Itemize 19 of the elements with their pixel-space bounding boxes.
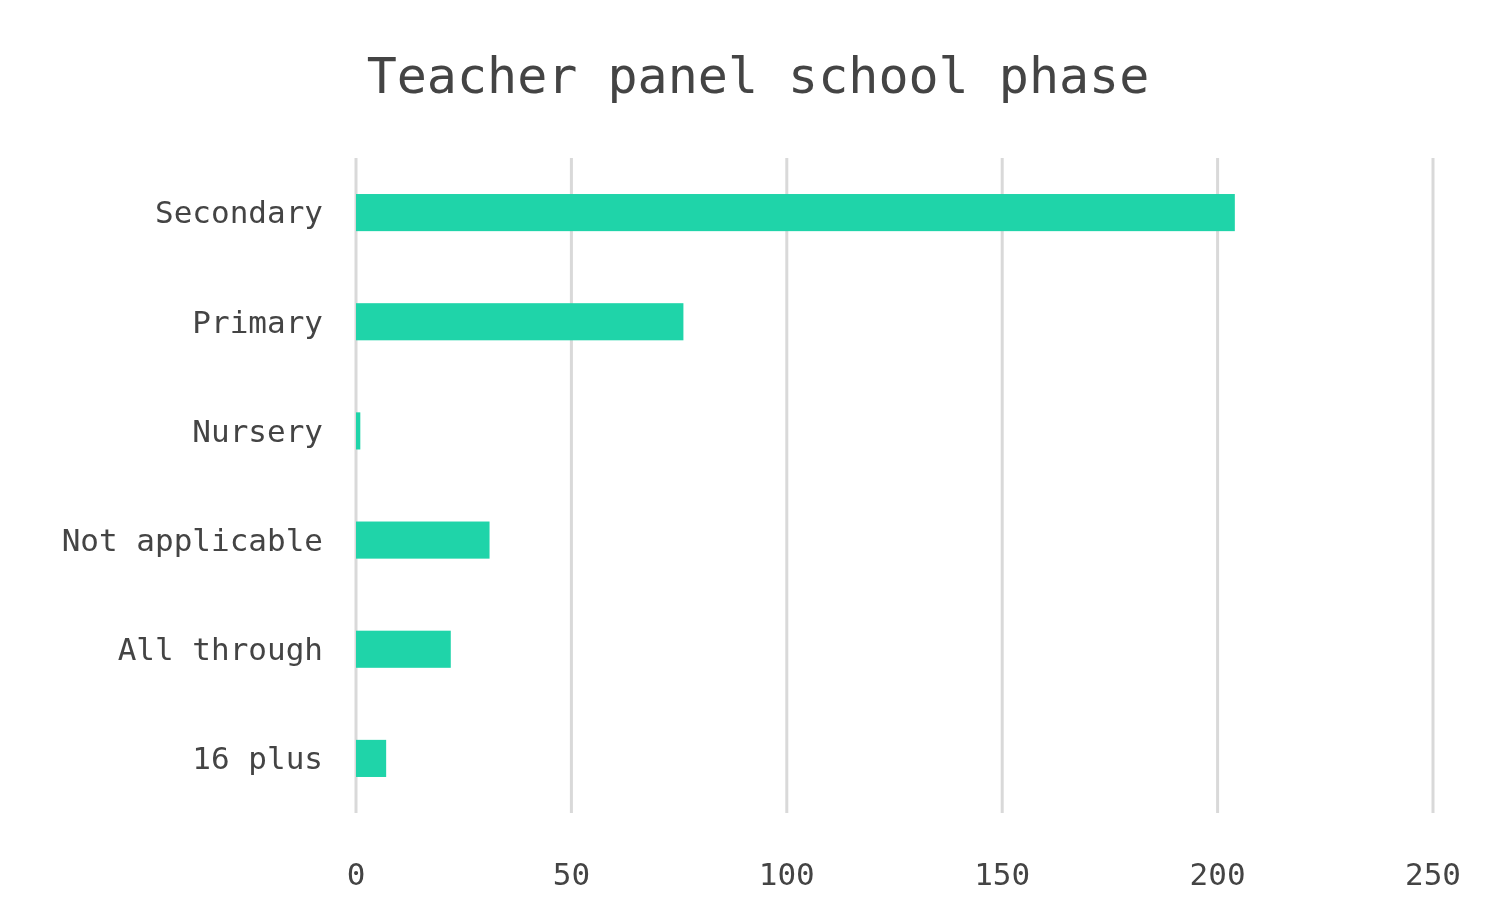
x-tick-label: 0 xyxy=(346,856,366,892)
x-tick-label: 200 xyxy=(1189,856,1246,892)
x-tick-label: 100 xyxy=(758,856,815,892)
bar xyxy=(356,630,451,668)
y-tick-label: All through xyxy=(117,631,323,668)
x-tick-label: 250 xyxy=(1405,856,1461,892)
y-tick-label: Not applicable xyxy=(61,521,323,558)
y-tick-label: 16 plus xyxy=(192,740,323,777)
y-tick-label: Primary xyxy=(192,303,323,340)
y-tick-label: Secondary xyxy=(155,194,323,231)
bar xyxy=(356,194,1235,232)
y-tick-label: Nursery xyxy=(192,412,323,449)
bar xyxy=(356,412,361,450)
bar xyxy=(356,739,387,777)
x-tick-label: 150 xyxy=(974,856,1031,892)
chart-title: Teacher panel school phase xyxy=(366,47,1150,105)
bar xyxy=(356,521,490,559)
bar xyxy=(356,303,684,341)
x-tick-label: 50 xyxy=(552,856,591,892)
